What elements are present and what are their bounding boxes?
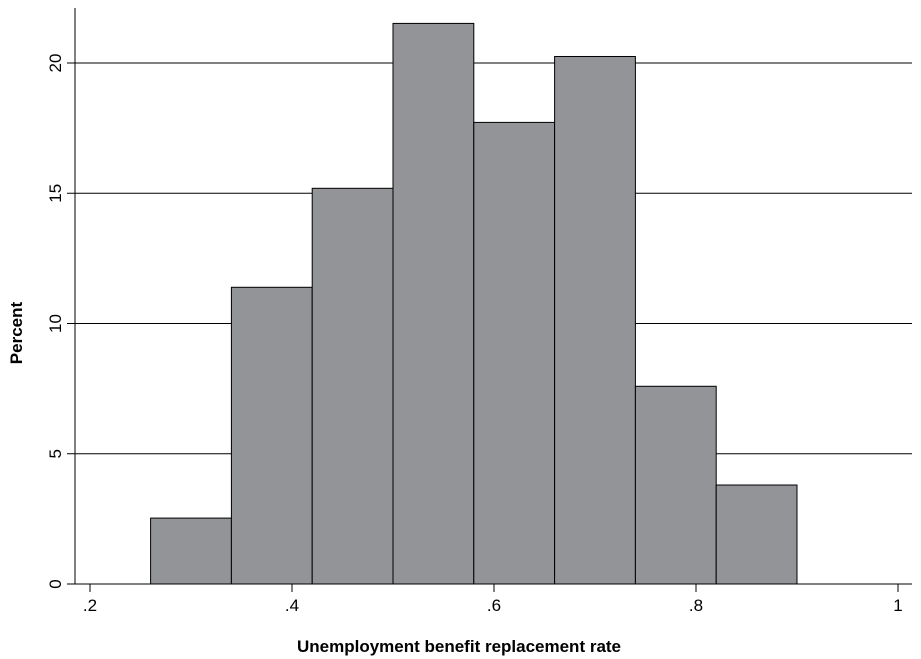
bar-4 [392, 22, 475, 585]
y-tick-label: 20 [46, 54, 65, 73]
bar-5 [473, 121, 556, 585]
y-axis-title: Percent [7, 301, 26, 364]
y-tick-label: 10 [46, 314, 65, 333]
bar-6 [554, 55, 636, 585]
bars [150, 22, 798, 585]
bar-3 [311, 187, 394, 585]
x-axis-title: Unemployment benefit replacement rate [297, 637, 621, 656]
bar-8 [715, 484, 798, 585]
x-tick-label: 1 [893, 596, 902, 615]
bar-7 [634, 385, 717, 585]
axes [67, 8, 912, 592]
bar-1 [150, 517, 232, 585]
x-tick-label: .4 [285, 596, 299, 615]
x-tick-label: .2 [83, 596, 97, 615]
x-tick-label: .6 [487, 596, 501, 615]
y-tick-label: 0 [46, 579, 65, 588]
tick-labels: 0 5 10 15 20 .2 .4 .6 .8 1 [46, 54, 903, 615]
bar-2 [230, 286, 313, 585]
x-tick-label: .8 [689, 596, 703, 615]
y-tick-label: 15 [46, 184, 65, 203]
y-tick-label: 5 [46, 449, 65, 458]
